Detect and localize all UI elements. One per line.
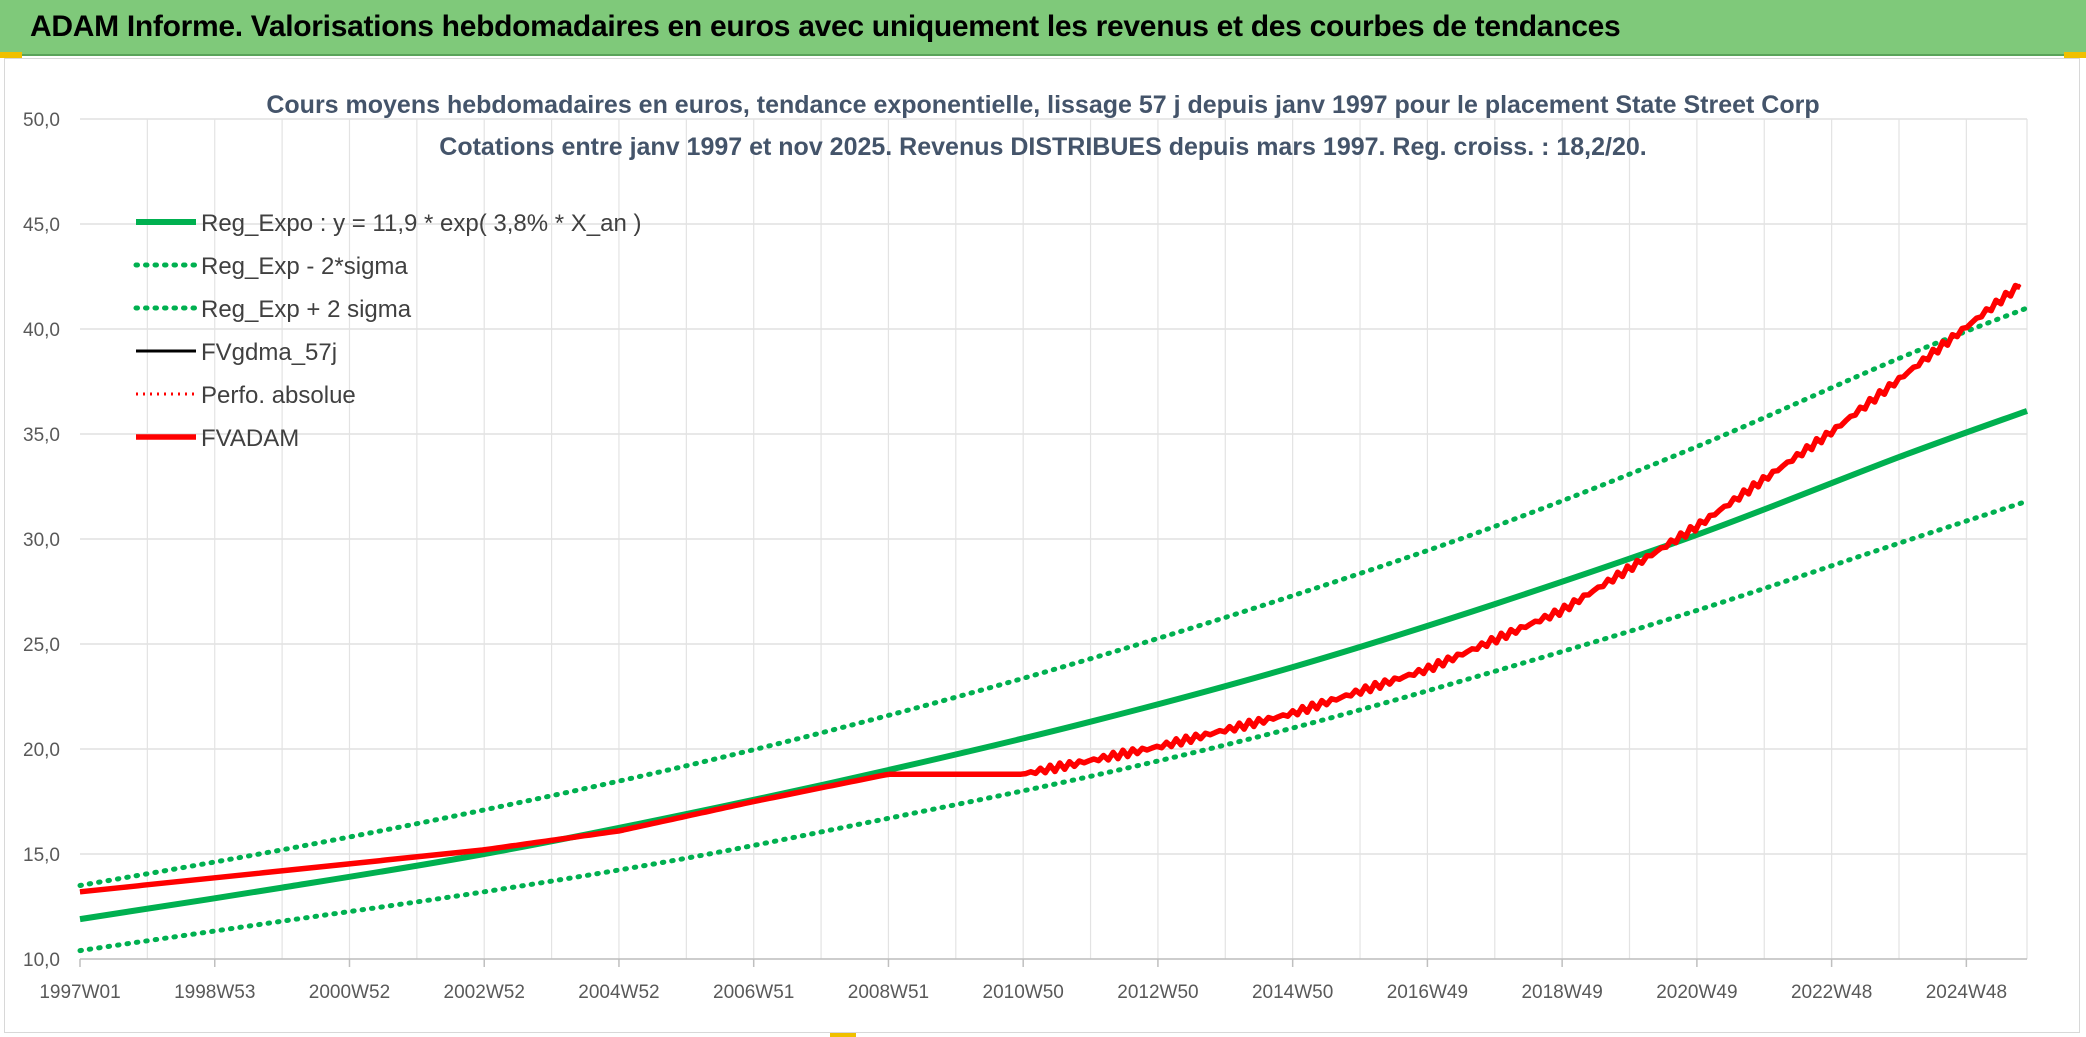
x-tick-label: 2024W48 (1926, 982, 2007, 1003)
x-tick-label: 1997W01 (39, 982, 120, 1003)
y-tick-label: 10,0 (23, 950, 60, 971)
y-tick-label: 50,0 (23, 110, 60, 131)
corner-marker-left (0, 52, 22, 58)
x-tick-label: 2002W52 (444, 982, 525, 1003)
chart-title: Cours moyens hebdomadaires en euros, ten… (266, 91, 1819, 119)
x-tick-label: 2004W52 (578, 982, 659, 1003)
chart-frame (4, 58, 2080, 1033)
x-tick-label: 2008W51 (848, 982, 929, 1003)
x-tick-label: 2012W50 (1117, 982, 1198, 1003)
y-tick-label: 25,0 (23, 635, 60, 656)
series-line-fvgdma-57j (79, 283, 2022, 894)
legend-label: Reg_Exp + 2 sigma (201, 296, 412, 323)
legend-label: Reg_Expo : y = 11,9 * exp( 3,8% * X_an ) (201, 210, 641, 237)
legend-label: FVADAM (201, 425, 299, 452)
y-tick-label: 20,0 (23, 740, 60, 761)
x-tick-label: 2022W48 (1791, 982, 1872, 1003)
legend-label: Reg_Exp - 2*sigma (201, 253, 408, 280)
report-title: ADAM Informe. Valorisations hebdomadaire… (30, 10, 1621, 43)
y-tick-label: 15,0 (23, 845, 60, 866)
x-tick-label: 2014W50 (1252, 982, 1333, 1003)
chart-legend: Reg_Expo : y = 11,9 * exp( 3,8% * X_an )… (133, 210, 641, 452)
chart-grid (80, 118, 2028, 960)
series-line-reg-expo-y-11-9-exp-3-8-x-an (79, 408, 2029, 923)
x-tick-label: 2000W52 (309, 982, 390, 1003)
x-tick-label: 2020W49 (1656, 982, 1737, 1003)
y-tick-label: 40,0 (23, 320, 60, 341)
chart-axes: 10,0 15,0 20,0 25,0 30,0 35,0 40,0 45,0 50,0 1997… (23, 110, 2027, 1003)
report-header: ADAM Informe. Valorisations hebdomadaire… (0, 0, 2086, 56)
x-tick-label: 2018W49 (1521, 982, 1602, 1003)
series-line-reg-exp-2-sigma (77, 305, 2030, 888)
chart-series (77, 282, 2030, 954)
y-tick-label: 45,0 (23, 215, 60, 236)
x-tick-label: 2010W50 (983, 982, 1064, 1003)
x-tick-label: 2006W51 (713, 982, 794, 1003)
chart-subtitle: Cotations entre janv 1997 et nov 2025. R… (439, 133, 1646, 161)
corner-marker-right (2064, 52, 2086, 58)
series-line-fvadam (79, 282, 2022, 895)
y-tick-label: 35,0 (23, 425, 60, 446)
legend-label: FVgdma_57j (201, 339, 337, 366)
legend-label: Perfo. absolue (201, 382, 356, 409)
x-tick-label: 2016W49 (1387, 982, 1468, 1003)
series-line-reg-exp-2-sigma (77, 498, 2030, 954)
corner-marker-bottom (830, 1033, 856, 1037)
x-tick-label: 1998W53 (174, 982, 255, 1003)
series-line-perfo-absolue (79, 283, 2022, 894)
y-tick-label: 30,0 (23, 530, 60, 551)
